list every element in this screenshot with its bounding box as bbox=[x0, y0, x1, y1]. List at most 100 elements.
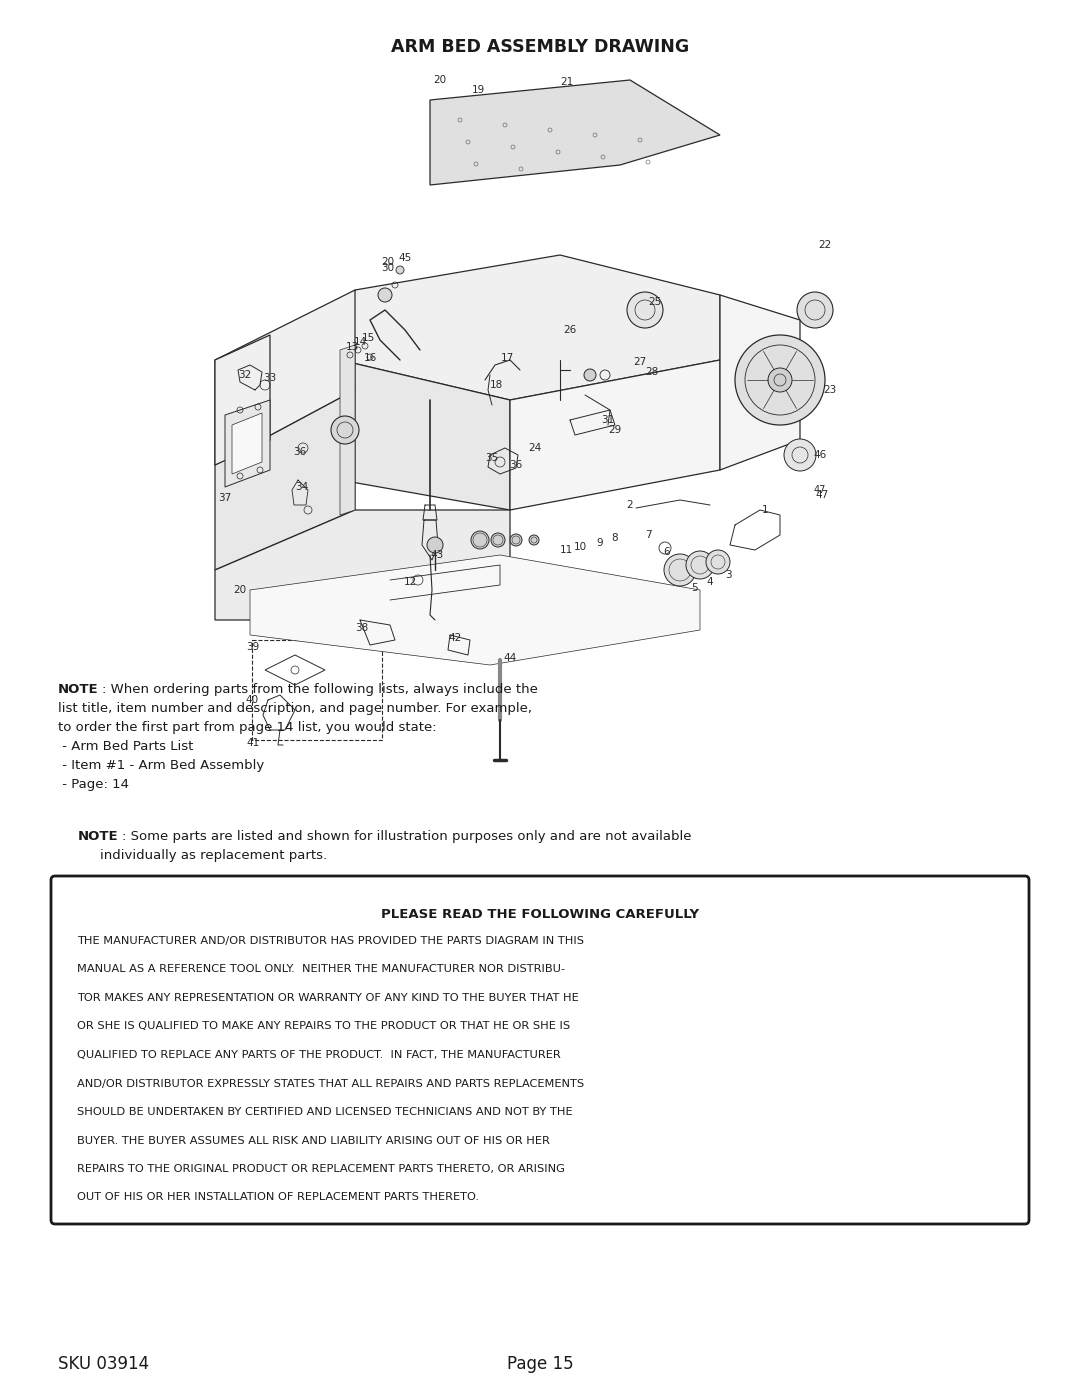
Text: SKU 03914: SKU 03914 bbox=[58, 1355, 149, 1373]
Text: individually as replacement parts.: individually as replacement parts. bbox=[100, 849, 327, 862]
Text: SHOULD BE UNDERTAKEN BY CERTIFIED AND LICENSED TECHNICIANS AND NOT BY THE: SHOULD BE UNDERTAKEN BY CERTIFIED AND LI… bbox=[77, 1106, 572, 1118]
Text: - Page: 14: - Page: 14 bbox=[58, 778, 129, 791]
Text: 31: 31 bbox=[602, 415, 615, 425]
Text: 20: 20 bbox=[433, 75, 446, 85]
Text: 36: 36 bbox=[510, 460, 523, 469]
Text: 47: 47 bbox=[815, 490, 828, 500]
Text: 24: 24 bbox=[528, 443, 542, 453]
Circle shape bbox=[510, 534, 522, 546]
Text: 30: 30 bbox=[381, 263, 394, 272]
Bar bbox=[252, 640, 382, 740]
Text: 12: 12 bbox=[403, 577, 417, 587]
Text: 28: 28 bbox=[646, 367, 659, 377]
Text: 46: 46 bbox=[813, 450, 826, 460]
Text: 41: 41 bbox=[246, 738, 259, 747]
Circle shape bbox=[584, 369, 596, 381]
Text: 10: 10 bbox=[573, 542, 586, 552]
Text: 47: 47 bbox=[814, 485, 826, 495]
Text: 18: 18 bbox=[489, 380, 502, 390]
Text: 11: 11 bbox=[559, 545, 572, 555]
Text: 17: 17 bbox=[500, 353, 514, 363]
Text: 5: 5 bbox=[691, 583, 699, 592]
Circle shape bbox=[396, 265, 404, 274]
Text: QUALIFIED TO REPLACE ANY PARTS OF THE PRODUCT.  IN FACT, THE MANUFACTURER: QUALIFIED TO REPLACE ANY PARTS OF THE PR… bbox=[77, 1051, 561, 1060]
Text: 14: 14 bbox=[353, 337, 366, 346]
Text: BUYER. THE BUYER ASSUMES ALL RISK AND LIABILITY ARISING OUT OF HIS OR HER: BUYER. THE BUYER ASSUMES ALL RISK AND LI… bbox=[77, 1136, 550, 1146]
Text: 35: 35 bbox=[485, 453, 499, 462]
Text: 6: 6 bbox=[664, 548, 671, 557]
Text: 27: 27 bbox=[633, 358, 647, 367]
FancyBboxPatch shape bbox=[51, 876, 1029, 1224]
Circle shape bbox=[797, 292, 833, 328]
Text: PLEASE READ THE FOLLOWING CAREFULLY: PLEASE READ THE FOLLOWING CAREFULLY bbox=[381, 908, 699, 921]
Text: 38: 38 bbox=[355, 623, 368, 633]
Circle shape bbox=[627, 292, 663, 328]
Text: 43: 43 bbox=[430, 550, 444, 560]
Circle shape bbox=[664, 555, 696, 585]
Text: 9: 9 bbox=[596, 538, 604, 548]
Text: THE MANUFACTURER AND/OR DISTRIBUTOR HAS PROVIDED THE PARTS DIAGRAM IN THIS: THE MANUFACTURER AND/OR DISTRIBUTOR HAS … bbox=[77, 936, 584, 946]
Text: 8: 8 bbox=[611, 534, 619, 543]
Polygon shape bbox=[510, 360, 720, 510]
Circle shape bbox=[471, 531, 489, 549]
Text: 4: 4 bbox=[706, 577, 713, 587]
Text: 42: 42 bbox=[448, 633, 461, 643]
Polygon shape bbox=[430, 80, 720, 184]
Text: 44: 44 bbox=[503, 652, 516, 664]
Text: 16: 16 bbox=[363, 353, 377, 363]
Text: REPAIRS TO THE ORIGINAL PRODUCT OR REPLACEMENT PARTS THERETO, OR ARISING: REPAIRS TO THE ORIGINAL PRODUCT OR REPLA… bbox=[77, 1164, 565, 1173]
Text: 29: 29 bbox=[608, 425, 622, 434]
Text: 15: 15 bbox=[362, 332, 375, 344]
Text: 37: 37 bbox=[218, 493, 231, 503]
Text: OR SHE IS QUALIFIED TO MAKE ANY REPAIRS TO THE PRODUCT OR THAT HE OR SHE IS: OR SHE IS QUALIFIED TO MAKE ANY REPAIRS … bbox=[77, 1021, 570, 1031]
Text: 3: 3 bbox=[725, 570, 731, 580]
Text: : When ordering parts from the following lists, always include the: : When ordering parts from the following… bbox=[102, 683, 538, 696]
Circle shape bbox=[378, 288, 392, 302]
Text: Page 15: Page 15 bbox=[507, 1355, 573, 1373]
Text: 34: 34 bbox=[295, 482, 309, 492]
Text: 20: 20 bbox=[381, 257, 394, 267]
Circle shape bbox=[491, 534, 505, 548]
Text: 22: 22 bbox=[819, 240, 832, 250]
Polygon shape bbox=[232, 414, 262, 474]
Text: 13: 13 bbox=[346, 342, 359, 352]
Text: 20: 20 bbox=[233, 585, 246, 595]
Circle shape bbox=[686, 550, 714, 578]
Text: : Some parts are listed and shown for illustration purposes only and are not ava: : Some parts are listed and shown for il… bbox=[122, 830, 691, 842]
Circle shape bbox=[768, 367, 792, 393]
Circle shape bbox=[735, 335, 825, 425]
Polygon shape bbox=[215, 390, 355, 570]
Text: - Item #1 - Arm Bed Assembly: - Item #1 - Arm Bed Assembly bbox=[58, 759, 265, 773]
Text: 2: 2 bbox=[626, 500, 633, 510]
Text: - Arm Bed Parts List: - Arm Bed Parts List bbox=[58, 740, 193, 753]
Polygon shape bbox=[225, 400, 270, 488]
Text: to order the first part from page 14 list, you would state:: to order the first part from page 14 lis… bbox=[58, 721, 436, 733]
Text: TOR MAKES ANY REPRESENTATION OR WARRANTY OF ANY KIND TO THE BUYER THAT HE: TOR MAKES ANY REPRESENTATION OR WARRANTY… bbox=[77, 993, 579, 1003]
Polygon shape bbox=[215, 510, 510, 620]
Circle shape bbox=[529, 535, 539, 545]
Polygon shape bbox=[340, 256, 720, 400]
Circle shape bbox=[784, 439, 816, 471]
Text: 21: 21 bbox=[561, 77, 573, 87]
Polygon shape bbox=[249, 555, 700, 665]
Text: 1: 1 bbox=[761, 504, 768, 515]
Text: 25: 25 bbox=[648, 298, 662, 307]
Text: 40: 40 bbox=[245, 694, 258, 705]
Text: 32: 32 bbox=[239, 370, 252, 380]
Text: AND/OR DISTRIBUTOR EXPRESSLY STATES THAT ALL REPAIRS AND PARTS REPLACEMENTS: AND/OR DISTRIBUTOR EXPRESSLY STATES THAT… bbox=[77, 1078, 584, 1088]
Text: 7: 7 bbox=[645, 529, 651, 541]
Polygon shape bbox=[340, 345, 355, 515]
Text: NOTE: NOTE bbox=[58, 683, 98, 696]
Text: 36: 36 bbox=[294, 447, 307, 457]
Polygon shape bbox=[215, 291, 355, 465]
Circle shape bbox=[427, 536, 443, 553]
Polygon shape bbox=[215, 335, 270, 465]
Bar bbox=[550, 335, 660, 434]
Text: list title, item number and description, and page number. For example,: list title, item number and description,… bbox=[58, 703, 532, 715]
Polygon shape bbox=[340, 360, 510, 510]
Text: 33: 33 bbox=[264, 373, 276, 383]
Text: 26: 26 bbox=[564, 326, 577, 335]
Circle shape bbox=[706, 550, 730, 574]
Text: 45: 45 bbox=[399, 253, 411, 263]
Text: 23: 23 bbox=[823, 386, 837, 395]
